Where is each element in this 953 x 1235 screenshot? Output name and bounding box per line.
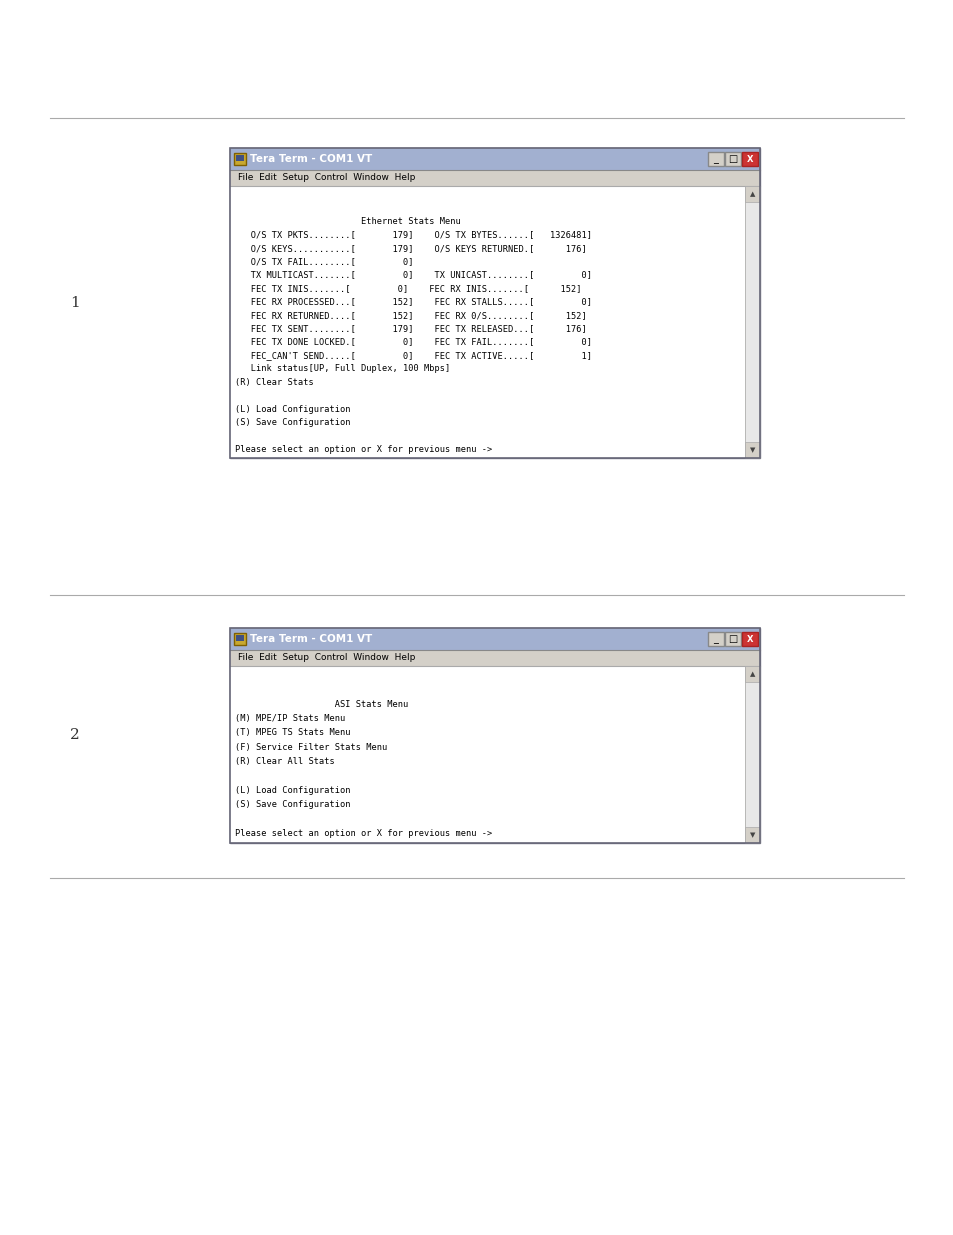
Text: O/S TX PKTS........[       179]    O/S TX BYTES......[   1326481]: O/S TX PKTS........[ 179] O/S TX BYTES..… (234, 231, 592, 240)
Text: FEC TX INIS.......[         0]    FEC RX INIS.......[      152]: FEC TX INIS.......[ 0] FEC RX INIS......… (234, 284, 581, 293)
Bar (744, 442, 760, 458)
Bar (230, 148, 760, 170)
Text: File  Edit  Setup  Control  Window  Help: File Edit Setup Control Window Help (237, 653, 415, 662)
Text: _: _ (713, 154, 718, 164)
Bar (233, 634, 246, 645)
Bar (230, 666, 744, 844)
Text: (S) Save Configuration: (S) Save Configuration (234, 417, 350, 427)
Bar (741, 152, 758, 165)
Bar (230, 170, 760, 186)
Text: Tera Term - COM1 VT: Tera Term - COM1 VT (250, 154, 372, 164)
Text: ▲: ▲ (749, 191, 755, 198)
Text: Tera Term - COM1 VT: Tera Term - COM1 VT (250, 634, 372, 643)
Text: 1: 1 (71, 296, 80, 310)
Text: FEC TX SENT........[       179]    FEC TX RELEASED...[      176]: FEC TX SENT........[ 179] FEC TX RELEASE… (234, 325, 586, 333)
Bar (230, 629, 760, 844)
Text: (F) Service Filter Stats Menu: (F) Service Filter Stats Menu (234, 742, 387, 752)
Bar (741, 632, 758, 646)
Text: O/S KEYS...........[       179]    O/S KEYS RETURNED.[      176]: O/S KEYS...........[ 179] O/S KEYS RETUR… (234, 243, 586, 253)
Bar (230, 186, 744, 458)
Bar (235, 156, 244, 161)
Bar (744, 186, 760, 203)
Bar (724, 152, 740, 165)
Bar (724, 632, 740, 646)
Text: (L) Load Configuration: (L) Load Configuration (234, 785, 350, 795)
Bar (235, 635, 244, 641)
Bar (233, 153, 246, 165)
Bar (230, 650, 760, 666)
Bar (230, 148, 760, 170)
Text: Please select an option or X for previous menu ->: Please select an option or X for previou… (234, 829, 492, 839)
Text: (R) Clear All Stats: (R) Clear All Stats (234, 757, 335, 766)
Text: (R) Clear Stats: (R) Clear Stats (234, 378, 314, 387)
Text: Please select an option or X for previous menu ->: Please select an option or X for previou… (234, 445, 492, 453)
Text: □: □ (727, 154, 737, 164)
Text: ▼: ▼ (749, 832, 755, 839)
Text: FEC RX PROCESSED...[       152]    FEC RX STALLS.....[         0]: FEC RX PROCESSED...[ 152] FEC RX STALLS.… (234, 298, 592, 306)
Text: (M) MPE/IP Stats Menu: (M) MPE/IP Stats Menu (234, 714, 345, 722)
Text: (S) Save Configuration: (S) Save Configuration (234, 800, 350, 809)
Text: FEC TX DONE LOCKED.[         0]    FEC TX FAIL.......[         0]: FEC TX DONE LOCKED.[ 0] FEC TX FAIL.....… (234, 337, 592, 347)
Bar (230, 148, 760, 458)
Text: FEC RX RETURNED....[       152]    FEC RX 0/S........[      152]: FEC RX RETURNED....[ 152] FEC RX 0/S....… (234, 311, 586, 320)
Bar (230, 629, 760, 650)
Text: Link status[UP, Full Duplex, 100 Mbps]: Link status[UP, Full Duplex, 100 Mbps] (234, 364, 450, 373)
Bar (230, 629, 760, 844)
Text: _: _ (713, 634, 718, 643)
Bar (707, 152, 723, 165)
Text: (L) Load Configuration: (L) Load Configuration (234, 405, 350, 414)
Text: ASI Stats Menu: ASI Stats Menu (234, 699, 408, 709)
Text: ▲: ▲ (749, 671, 755, 677)
Text: TX MULTICAST.......[         0]    TX UNICAST........[         0]: TX MULTICAST.......[ 0] TX UNICAST......… (234, 270, 592, 279)
Bar (744, 186, 760, 458)
Text: (T) MPEG TS Stats Menu: (T) MPEG TS Stats Menu (234, 729, 350, 737)
Bar (744, 666, 760, 682)
Text: X: X (746, 154, 753, 163)
Bar (230, 148, 760, 458)
Text: File  Edit  Setup  Control  Window  Help: File Edit Setup Control Window Help (237, 173, 415, 183)
Bar (744, 827, 760, 844)
Text: □: □ (727, 634, 737, 643)
Bar (707, 632, 723, 646)
Text: ▼: ▼ (749, 447, 755, 453)
Bar (230, 629, 760, 650)
Bar (744, 666, 760, 844)
Text: 2: 2 (71, 727, 80, 742)
Text: O/S TX FAIL........[         0]: O/S TX FAIL........[ 0] (234, 257, 413, 267)
Text: X: X (746, 635, 753, 643)
Text: Ethernet Stats Menu: Ethernet Stats Menu (234, 217, 460, 226)
Text: FEC_CAN'T SEND.....[         0]    FEC TX ACTIVE.....[         1]: FEC_CAN'T SEND.....[ 0] FEC TX ACTIVE...… (234, 351, 592, 359)
